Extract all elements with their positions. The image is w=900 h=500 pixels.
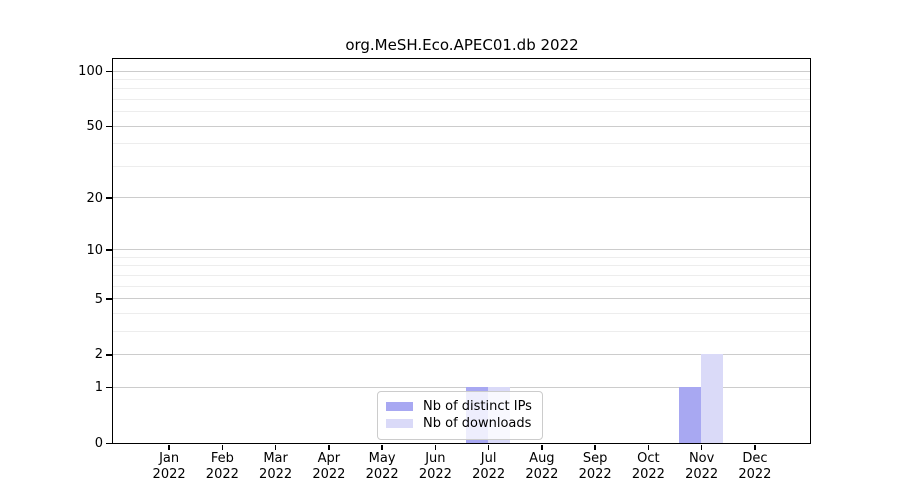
y-axis-tick-label: 1 [94,380,103,396]
y-axis-tick [106,386,112,389]
major-gridline [113,125,810,127]
y-axis-tick [106,298,112,300]
major-gridline [113,298,810,300]
x-axis-tick [754,445,756,450]
minor-gridline [113,165,810,167]
y-axis-tick [106,442,112,445]
y-axis-tick-label: 50 [86,119,103,135]
y-axis-tick [106,249,112,251]
x-axis-tick [700,445,703,450]
minor-gridline [113,78,810,80]
x-axis-tick-label: Oct 2022 [631,451,665,482]
major-gridline [113,70,810,72]
major-gridline [113,353,810,355]
x-axis-tick-label: May 2022 [365,451,399,482]
y-axis-tick-label: 10 [86,242,103,258]
x-axis-tick-label: Dec 2022 [738,451,772,482]
x-axis-tick-label: Nov 2022 [685,451,719,482]
x-axis-tick [594,445,596,450]
y-axis-tick [106,70,112,73]
x-axis-tick [381,445,383,450]
minor-gridline [113,330,810,332]
minor-gridline [113,98,810,100]
minor-gridline [113,265,810,267]
legend-label-downloads: Nb of downloads [423,416,532,431]
minor-gridline [113,88,810,90]
plot-area [112,58,811,444]
major-gridline [113,249,810,251]
x-axis-tick [274,445,277,450]
x-axis-tick-label: Jan 2022 [152,451,186,482]
x-axis-tick-label: Jul 2022 [472,451,506,482]
y-axis-tick-label: 2 [94,347,103,363]
minor-gridline [113,285,810,287]
x-axis-tick [541,445,543,450]
x-axis-tick [487,445,490,450]
minor-gridline [113,111,810,113]
x-axis-tick-label: Sep 2022 [578,451,612,482]
legend: Nb of distinct IPs Nb of downloads [377,391,543,440]
y-axis-tick [106,125,112,128]
y-axis-tick [106,197,112,199]
minor-gridline [113,312,810,314]
legend-label-distinct-ips: Nb of distinct IPs [423,399,532,414]
legend-item-distinct-ips: Nb of distinct IPs [386,399,534,414]
x-axis-tick-label: Aug 2022 [525,451,559,482]
minor-gridline [113,256,810,258]
x-axis-tick-label: Jun 2022 [418,451,452,482]
legend-item-downloads: Nb of downloads [386,416,534,431]
y-axis-tick [106,354,112,356]
legend-swatch-distinct-ips [386,402,413,411]
x-axis-tick-label: Mar 2022 [259,451,293,482]
y-axis-tick-label: 100 [78,64,103,79]
major-gridline [113,197,810,199]
minor-gridline [113,143,810,145]
y-axis-tick-label: 0 [94,436,103,451]
major-gridline [113,386,810,388]
x-axis-tick-label: Apr 2022 [312,451,346,482]
x-axis-tick [434,445,437,450]
bar-distinct-ips-nov [679,387,702,443]
chart-title: org.MeSH.Eco.APEC01.db 2022 [345,36,579,54]
minor-gridline [113,274,810,276]
x-axis-tick [647,445,650,450]
x-axis-tick-label: Feb 2022 [205,451,239,482]
y-axis-tick-label: 20 [86,190,103,206]
legend-swatch-downloads [386,419,413,428]
x-axis-tick [328,445,330,450]
bar-downloads-nov [701,354,724,443]
y-axis-tick-label: 5 [94,291,103,307]
x-axis-tick [221,445,224,450]
x-axis-tick [168,445,170,450]
